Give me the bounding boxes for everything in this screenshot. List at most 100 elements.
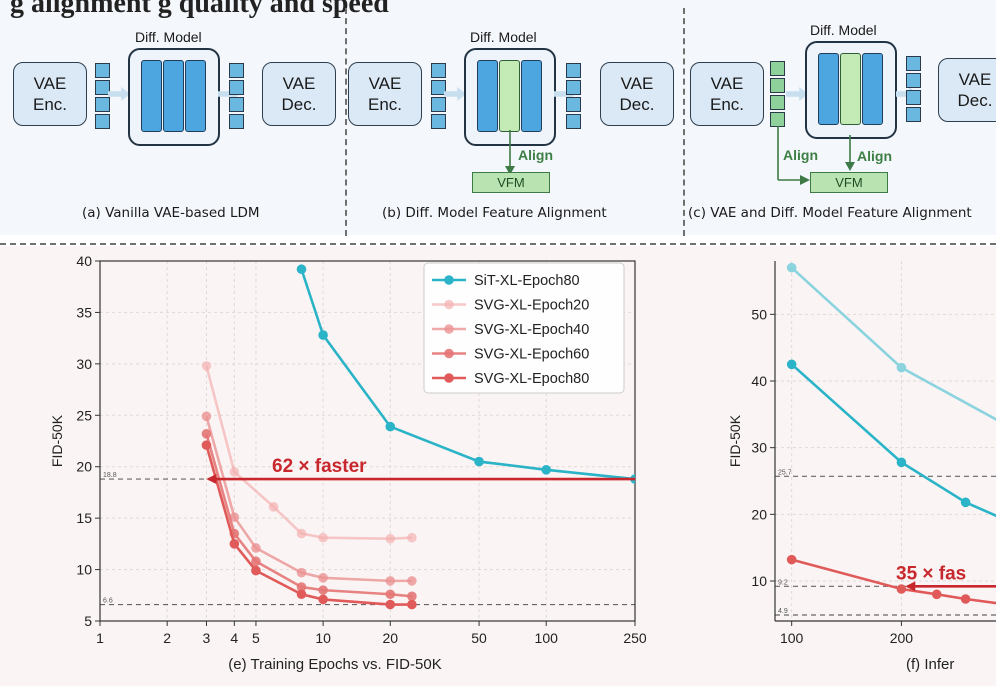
- y-axis-label: FID-50K: [727, 414, 743, 467]
- diffusion-model-box: [128, 48, 220, 146]
- data-point: [318, 532, 328, 543]
- legend-label: SVG-XL-Epoch80: [474, 371, 589, 387]
- model-layer: [141, 60, 162, 132]
- latent-token: [566, 63, 581, 78]
- latent-token: [566, 114, 581, 129]
- diff-model-label: Diff. Model: [810, 22, 877, 38]
- series-line: [205, 415, 412, 583]
- latent-token: [95, 114, 110, 129]
- y-tick-label: 50: [751, 306, 767, 322]
- aligned-latent-token: [770, 78, 785, 93]
- data-point: [385, 599, 396, 610]
- model-layer: [862, 53, 883, 125]
- data-point: [960, 594, 971, 604]
- diff-model-label: Diff. Model: [135, 29, 202, 45]
- data-point: [229, 512, 240, 522]
- y-tick-label: 10: [76, 562, 92, 578]
- x-tick-label: 3: [203, 630, 211, 646]
- x-tick-label: 5: [252, 630, 260, 646]
- vae-encoder-box: VAE Enc.: [13, 62, 87, 126]
- latent-token: [431, 80, 446, 95]
- x-tick-label: 2: [163, 630, 171, 646]
- data-point: [407, 591, 417, 602]
- latent-token: [229, 80, 244, 95]
- latent-token: [906, 56, 921, 71]
- latent-token: [431, 63, 446, 78]
- data-point: [407, 576, 417, 586]
- model-layer: [477, 60, 498, 132]
- vae-decoder-box: VAE Dec.: [938, 58, 996, 122]
- x-axis-label: (e) Training Epochs vs. FID-50K: [228, 656, 441, 673]
- data-point: [296, 582, 307, 592]
- series-line: [205, 365, 412, 541]
- latent-token: [95, 63, 110, 78]
- data-point: [541, 465, 552, 475]
- vae-encoder-box: VAE Enc.: [690, 62, 764, 126]
- data-point: [385, 576, 396, 586]
- vae-decoder-box: VAE Dec.: [600, 62, 674, 126]
- latent-token: [229, 63, 244, 78]
- section-divider: [0, 243, 996, 245]
- series-group: [201, 264, 635, 610]
- data-point: [229, 467, 240, 477]
- x-tick-label: 100: [535, 630, 559, 646]
- latent-token: [906, 107, 921, 122]
- legend-swatch-marker: [444, 324, 454, 334]
- legend-swatch-marker: [444, 373, 454, 383]
- x-axis-label: (f) Infer: [906, 656, 954, 673]
- y-axis-label: FID-50K: [49, 414, 65, 467]
- y-tick-label: 20: [751, 506, 767, 522]
- data-point: [318, 594, 328, 605]
- series-line: [790, 266, 996, 421]
- y-tick-label: 40: [751, 373, 767, 389]
- latent-token: [431, 114, 446, 129]
- data-point: [201, 429, 212, 439]
- y-tick-label: 35: [76, 304, 92, 320]
- aligned-latent-token: [770, 112, 785, 127]
- data-point: [251, 565, 261, 576]
- caption-b: (b) Diff. Model Feature Alignment: [382, 205, 607, 221]
- diffusion-model-box: [464, 48, 556, 146]
- y-tick-label: 30: [751, 440, 767, 456]
- chart-inference: 100200400102030405025.79.24.935 × fasFID…: [727, 261, 996, 673]
- data-point: [896, 584, 907, 594]
- x-tick-label: 250: [623, 630, 647, 646]
- reference-label: 9.2: [778, 579, 788, 586]
- diff-model-label: Diff. Model: [470, 29, 537, 45]
- y-tick-label: 5: [84, 613, 92, 629]
- data-point: [407, 599, 417, 610]
- aligned-latent-token: [770, 95, 785, 110]
- model-layer: [185, 60, 206, 132]
- data-point: [201, 440, 212, 450]
- data-point: [296, 264, 307, 275]
- aligned-model-layer: [499, 60, 520, 132]
- data-point: [931, 589, 942, 600]
- legend-swatch-marker: [444, 275, 454, 285]
- data-point: [201, 361, 212, 371]
- data-point: [960, 497, 971, 508]
- data-point: [474, 456, 484, 467]
- data-point: [318, 330, 328, 340]
- x-tick-label: 20: [382, 630, 398, 646]
- align-arrow-icon: [777, 126, 855, 185]
- data-point: [201, 411, 212, 422]
- legend-swatch-marker: [444, 299, 454, 310]
- x-tick-label: 4: [230, 630, 238, 646]
- align-label-left: Align: [783, 147, 818, 163]
- data-point: [251, 543, 261, 553]
- legend-label: SVG-XL-Epoch60: [474, 347, 589, 363]
- data-point: [318, 585, 328, 595]
- axes-frame: [99, 260, 636, 622]
- legend-label: SVG-XL-Epoch40: [474, 322, 589, 338]
- y-tick-label: 15: [76, 510, 92, 526]
- data-point: [251, 556, 261, 567]
- data-point: [229, 539, 240, 549]
- latent-token: [95, 80, 110, 95]
- x-tick-label: 50: [471, 630, 487, 646]
- model-layer: [818, 53, 839, 125]
- data-point: [268, 502, 279, 512]
- reference-label: 25.7: [778, 469, 792, 476]
- divider: [345, 8, 347, 236]
- latent-token: [229, 114, 244, 129]
- data-point: [786, 359, 797, 370]
